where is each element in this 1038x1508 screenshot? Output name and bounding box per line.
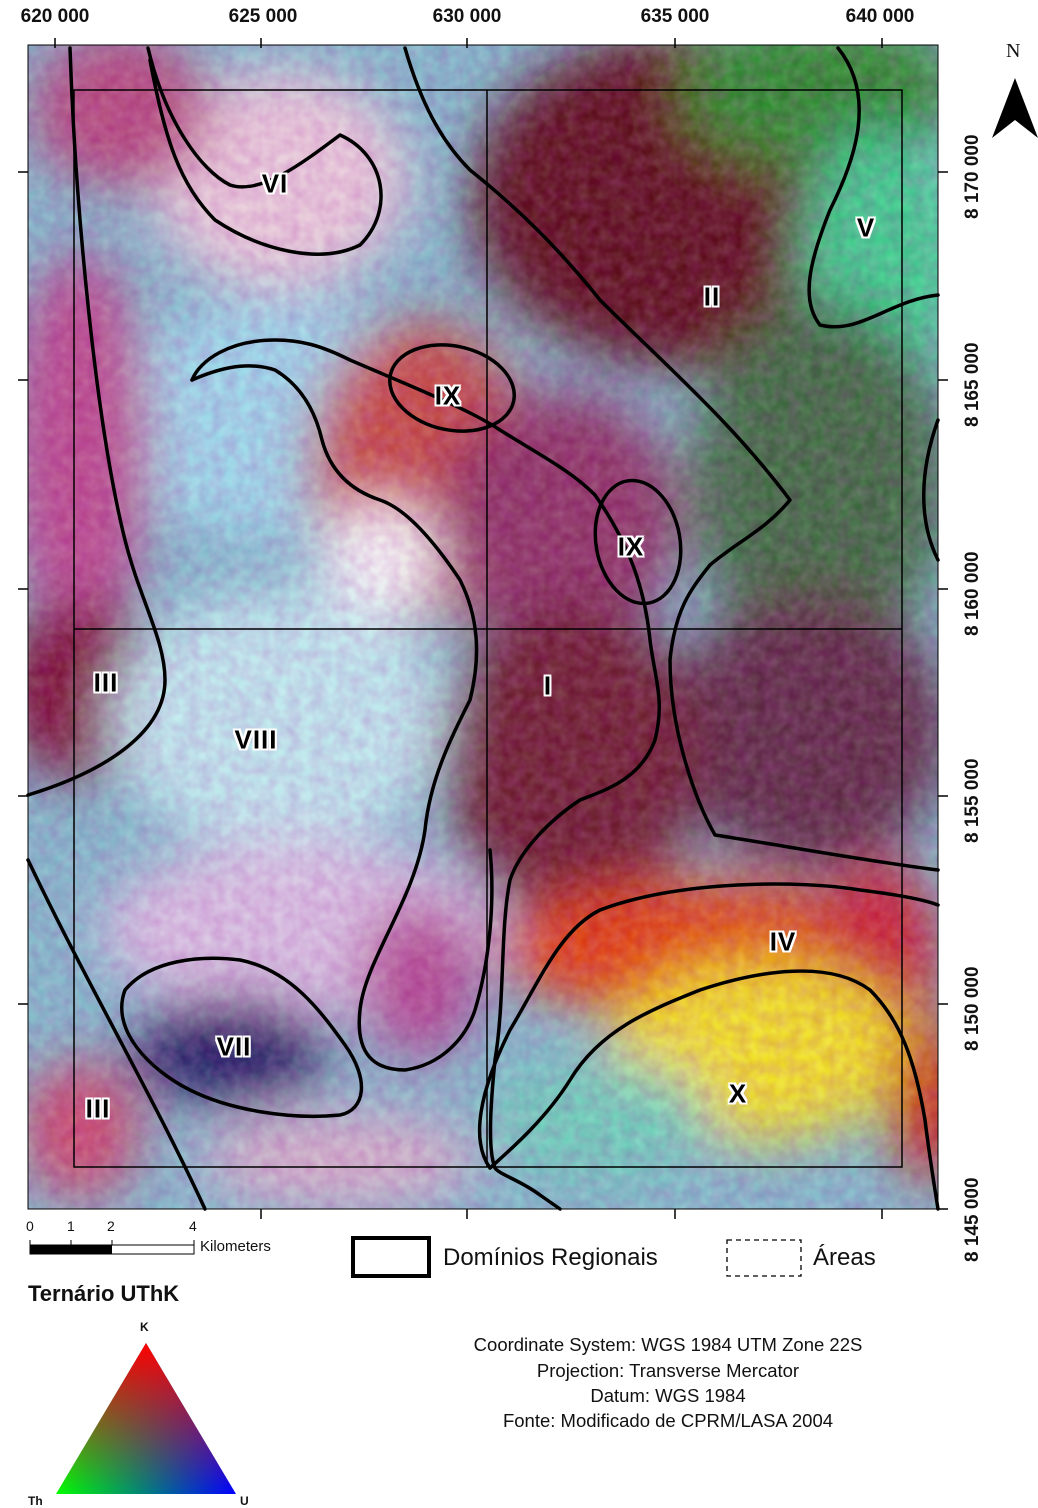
easting-tick-label: 625 000 [228,6,298,27]
domain-label-x: X [728,1078,748,1109]
legend-domain-label: Domínios Regionais [443,1244,658,1271]
legend-area-symbol [726,1239,802,1277]
northing-tick-label: 8 150 000 [962,966,983,1051]
easting-tick-label: 630 000 [432,6,502,27]
scale-unit: Kilometers [200,1238,271,1255]
easting-tick-label: 640 000 [845,6,915,27]
coordinate-system: Coordinate System: WGS 1984 UTM Zone 22S [473,1334,863,1355]
domain-label-ix-south: IX [617,531,645,562]
map-frame [27,44,939,1210]
northing-tick-label: 8 170 000 [962,134,983,219]
scale-tick-label: 4 [189,1218,197,1234]
ternary-vertex-k: K [140,1320,149,1334]
domain-label-iii-north: III [93,667,119,698]
domain-label-vii: VII [216,1031,252,1062]
data-source: Fonte: Modificado de CPRM/LASA 2004 [502,1410,834,1431]
north-arrow-label: N [1006,40,1021,62]
ternary-title: Ternário UThK [28,1281,180,1306]
datum: Datum: WGS 1984 [590,1385,746,1406]
northing-tick-label: 8 155 000 [962,758,983,843]
ternary-triangle [56,1343,236,1494]
ternary-vertex-u: U [240,1494,249,1508]
northing-tick-label: 8 160 000 [962,551,983,636]
legend-domain-symbol [351,1236,431,1278]
domain-label-iv: IV [769,926,797,957]
easting-tick-label: 635 000 [640,6,710,27]
scale-bar [29,1240,195,1255]
domain-label-ii: II [703,281,721,312]
scale-tick-label: 1 [67,1218,75,1234]
easting-tick-label: 620 000 [20,6,90,27]
domain-label-iii-south: III [85,1093,111,1124]
domain-label-i: I [543,670,553,701]
scale-tick-label: 2 [107,1218,115,1234]
domain-label-viii: VIII [234,724,278,755]
regional-domain-boundaries [26,46,940,1211]
ternary-raster [28,45,938,1209]
domain-label-vi: VI [261,168,289,199]
legend-area-label: Áreas [813,1244,876,1271]
domain-label-ix-north: IX [434,380,462,411]
domain-label-v: V [856,212,876,243]
projection: Projection: Transverse Mercator [536,1360,800,1381]
northing-tick-label: 8 165 000 [962,342,983,427]
north-arrow-icon [992,78,1038,138]
northing-tick-label: 8 145 000 [962,1177,983,1262]
scale-tick-label: 0 [26,1218,34,1234]
ternary-vertex-th: Th [28,1494,43,1508]
